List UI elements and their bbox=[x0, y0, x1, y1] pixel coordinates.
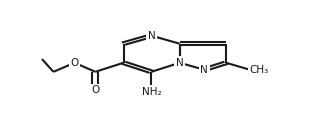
Text: N: N bbox=[176, 58, 184, 68]
Text: N: N bbox=[148, 31, 155, 41]
Text: CH₃: CH₃ bbox=[250, 65, 269, 75]
Text: N: N bbox=[200, 65, 208, 75]
Text: O: O bbox=[70, 58, 79, 68]
Text: NH₂: NH₂ bbox=[142, 87, 161, 97]
Text: O: O bbox=[91, 85, 100, 95]
